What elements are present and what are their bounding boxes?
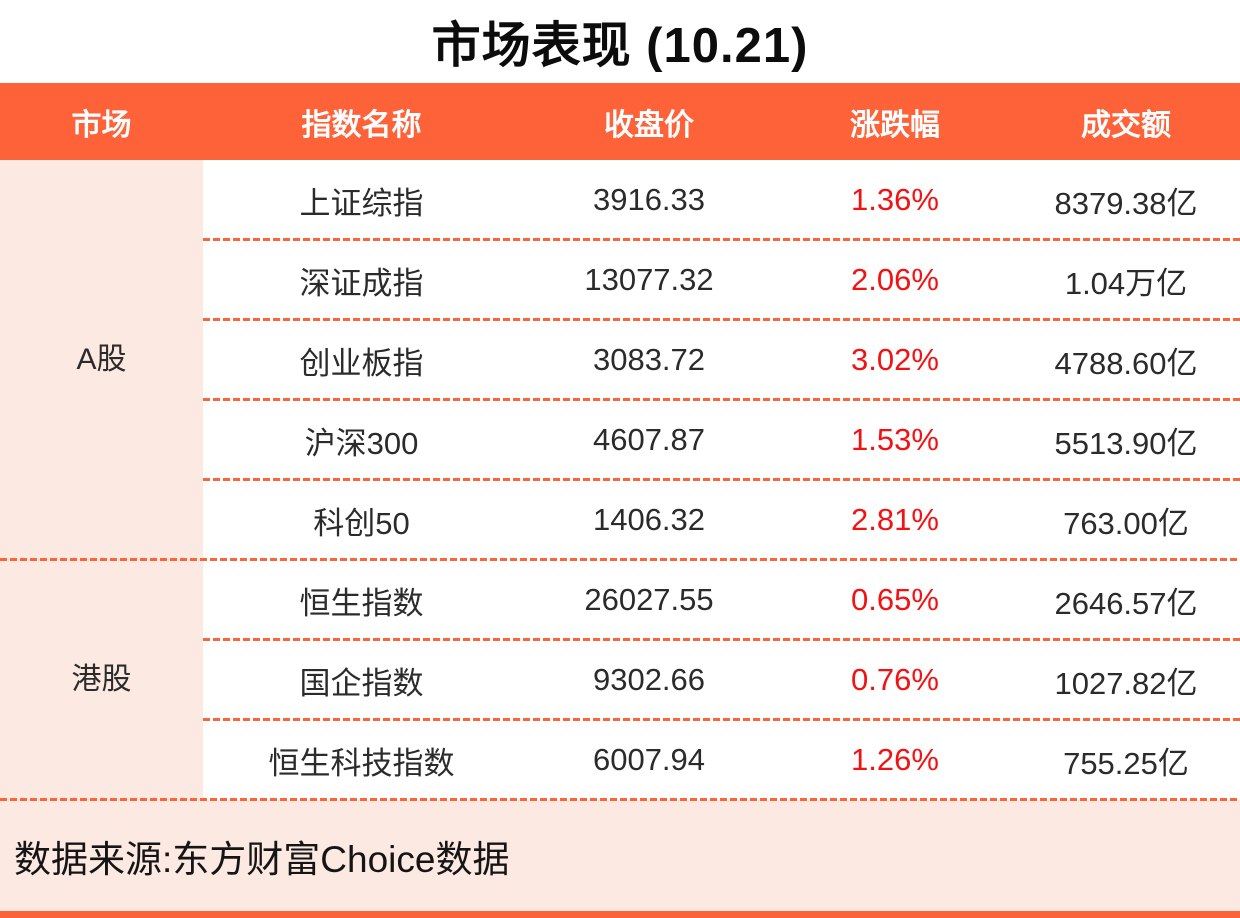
- close-price: 6007.94: [592, 742, 706, 777]
- close-price: 3916.33: [592, 182, 706, 217]
- table-rows: 上证综指 3916.33 1.36% 8379.38亿 深证成指 13077.3…: [0, 160, 1240, 800]
- index-name: 国企指数: [299, 665, 424, 701]
- bottom-accent-bar: [0, 911, 1240, 918]
- page-title: 市场表现 (10.21): [431, 19, 809, 73]
- data-source-text: 数据来源:东方财富Choice数据: [14, 838, 510, 880]
- column-header-change: 涨跌幅: [850, 108, 940, 142]
- table-row: 科创50 1406.32 2.81% 763.00亿: [0, 480, 1240, 560]
- table-row: 深证成指 13077.32 2.06% 1.04万亿: [0, 240, 1240, 320]
- group-divider: [0, 558, 1240, 561]
- table-row: 上证综指 3916.33 1.36% 8379.38亿: [0, 160, 1240, 240]
- row-divider: [203, 638, 1240, 641]
- column-header-turnover: 成交额: [1081, 108, 1171, 142]
- close-price: 1406.32: [592, 502, 706, 537]
- index-name: 恒生指数: [299, 585, 424, 621]
- turnover: 4788.60亿: [1054, 345, 1198, 381]
- table-row: 恒生科技指数 6007.94 1.26% 755.25亿: [0, 720, 1240, 800]
- change-percent: 0.65%: [851, 582, 939, 617]
- index-name: 沪深300: [304, 425, 419, 461]
- row-divider: [203, 718, 1240, 721]
- turnover: 763.00亿: [1063, 505, 1189, 541]
- turnover: 5513.90亿: [1054, 425, 1198, 461]
- change-percent: 3.02%: [851, 342, 939, 377]
- index-name: 恒生科技指数: [268, 745, 455, 781]
- change-percent: 1.36%: [851, 182, 939, 217]
- group-label-a-share: A股: [76, 343, 127, 376]
- table-body: A股 港股 上证综指 3916.33 1.36% 8379.38亿 深证成指 1…: [0, 160, 1240, 801]
- row-divider: [203, 478, 1240, 481]
- turnover: 1027.82亿: [1054, 665, 1198, 701]
- turnover: 8379.38亿: [1054, 185, 1198, 221]
- close-price: 13077.32: [584, 262, 714, 297]
- market-group-rail: [0, 160, 203, 800]
- close-price: 4607.87: [592, 422, 706, 457]
- change-percent: 0.76%: [851, 662, 939, 697]
- change-percent: 1.26%: [851, 742, 939, 777]
- column-header-index: 指数名称: [301, 108, 422, 142]
- close-price: 3083.72: [592, 342, 706, 377]
- group-label-hk-share: 港股: [71, 663, 132, 696]
- table-row: 沪深300 4607.87 1.53% 5513.90亿: [0, 400, 1240, 480]
- row-divider: [203, 398, 1240, 401]
- turnover: 1.04万亿: [1064, 265, 1188, 301]
- footer-bar: 数据来源:东方财富Choice数据: [0, 800, 1240, 911]
- row-divider: [203, 238, 1240, 241]
- index-name: 深证成指: [299, 265, 424, 301]
- row-divider: [203, 318, 1240, 321]
- table-row: 国企指数 9302.66 0.76% 1027.82亿: [0, 640, 1240, 720]
- close-price: 26027.55: [584, 582, 714, 617]
- index-name: 上证综指: [299, 185, 424, 221]
- table-bottom-divider: [0, 798, 1240, 801]
- close-price: 9302.66: [592, 662, 706, 697]
- turnover: 2646.57亿: [1054, 585, 1198, 621]
- turnover: 755.25亿: [1063, 745, 1189, 781]
- table-row: 创业板指 3083.72 3.02% 4788.60亿: [0, 320, 1240, 400]
- change-percent: 2.81%: [851, 502, 939, 537]
- column-header-market: 市场: [71, 108, 132, 142]
- change-percent: 1.53%: [851, 422, 939, 457]
- table-row: 恒生指数 26027.55 0.65% 2646.57亿: [0, 560, 1240, 640]
- column-header-close: 收盘价: [604, 108, 694, 142]
- index-name: 创业板指: [299, 345, 424, 381]
- table-header-row: 市场 指数名称 收盘价 涨跌幅 成交额: [0, 83, 1240, 160]
- index-name: 科创50: [313, 505, 410, 541]
- title-bar: 市场表现 (10.21): [0, 0, 1240, 83]
- change-percent: 2.06%: [851, 262, 939, 297]
